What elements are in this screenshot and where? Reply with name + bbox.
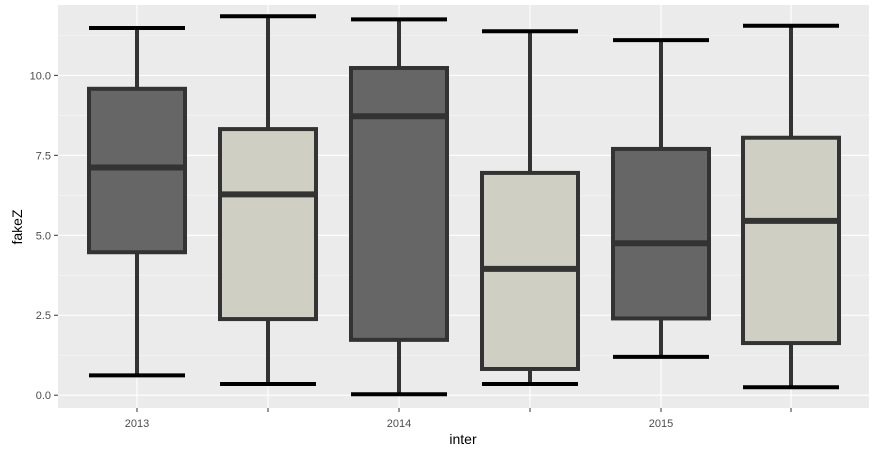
y-axis-title: fakeZ [9, 209, 25, 244]
y-tick-label: 0.0 [36, 390, 51, 402]
box-group [218, 14, 318, 387]
y-tick-label: 10.0 [30, 70, 51, 82]
box-iqr [349, 66, 449, 342]
x-tick-label: 2015 [649, 418, 673, 430]
box-iqr [741, 135, 841, 346]
box-group [741, 23, 841, 390]
box-group [349, 17, 449, 397]
box-group [611, 38, 711, 359]
x-axis-title: inter [449, 431, 477, 447]
box-group [480, 29, 580, 387]
x-tick-label: 2014 [387, 418, 411, 430]
box-iqr [218, 127, 318, 322]
boxes-layer [87, 14, 841, 397]
y-tick-label: 5.0 [36, 230, 51, 242]
panel-background [58, 5, 869, 408]
x-tick-label: 2013 [125, 418, 149, 430]
box-group [87, 26, 187, 378]
box-iqr [611, 146, 711, 321]
x-axis: 2013 2014 2015 [125, 408, 792, 430]
y-axis: 0.0 2.5 5.0 7.5 10.0 [30, 70, 58, 402]
box-iqr [87, 86, 187, 255]
y-tick-label: 7.5 [36, 150, 51, 162]
y-tick-label: 2.5 [36, 310, 51, 322]
